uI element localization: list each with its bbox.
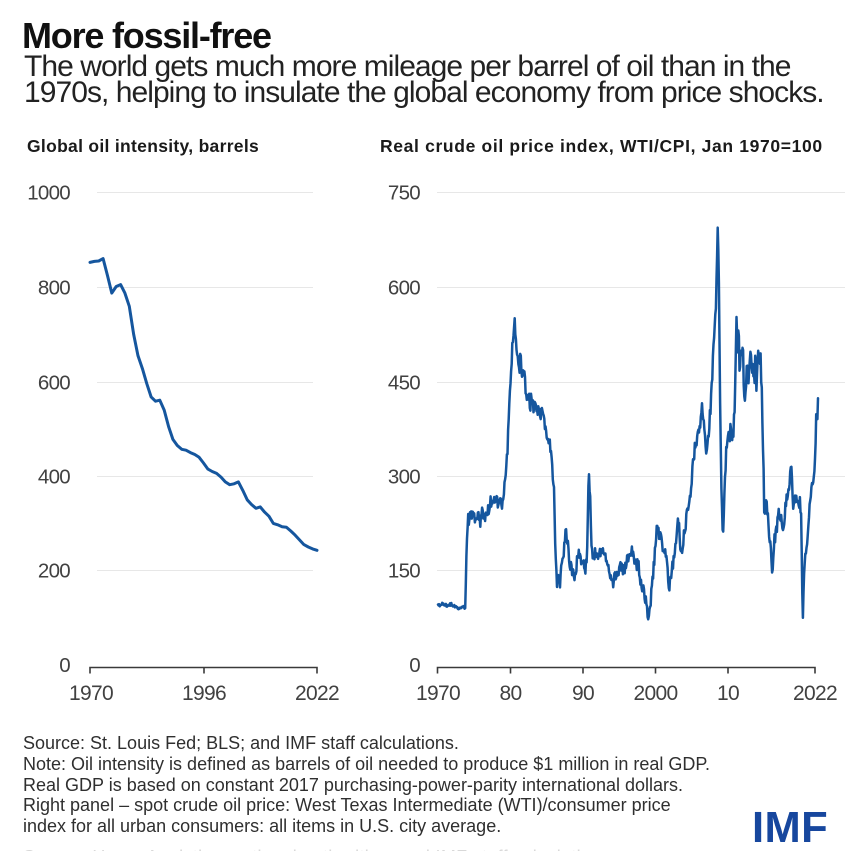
svg-text:200: 200 bbox=[38, 560, 70, 583]
svg-text:2000: 2000 bbox=[634, 682, 678, 705]
svg-text:750: 750 bbox=[388, 182, 420, 205]
svg-text:150: 150 bbox=[388, 560, 420, 583]
svg-text:80: 80 bbox=[500, 682, 522, 705]
svg-text:300: 300 bbox=[388, 466, 420, 489]
svg-text:600: 600 bbox=[38, 372, 70, 395]
svg-text:800: 800 bbox=[38, 277, 70, 300]
svg-text:0: 0 bbox=[409, 654, 420, 677]
svg-text:2022: 2022 bbox=[295, 682, 339, 705]
svg-text:400: 400 bbox=[38, 466, 70, 489]
svg-text:0: 0 bbox=[59, 654, 70, 677]
svg-text:2022: 2022 bbox=[793, 682, 837, 705]
svg-text:450: 450 bbox=[388, 372, 420, 395]
svg-text:90: 90 bbox=[572, 682, 594, 705]
svg-text:1970: 1970 bbox=[416, 682, 460, 705]
svg-text:1970: 1970 bbox=[69, 682, 113, 705]
svg-text:10: 10 bbox=[717, 682, 739, 705]
svg-text:1000: 1000 bbox=[27, 182, 70, 205]
svg-text:1996: 1996 bbox=[182, 682, 226, 705]
svg-text:600: 600 bbox=[388, 277, 420, 300]
